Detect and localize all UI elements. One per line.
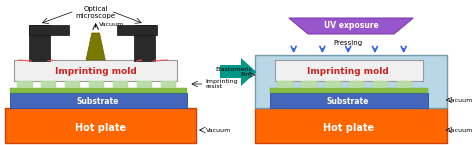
Bar	[134, 25, 155, 61]
Bar	[41, 81, 56, 88]
Bar	[325, 81, 340, 88]
Bar	[270, 88, 428, 93]
Bar	[5, 108, 196, 143]
Text: Pressing: Pressing	[334, 40, 363, 46]
Bar	[117, 25, 157, 35]
Bar	[137, 81, 152, 88]
Bar	[161, 81, 176, 88]
Text: Imprinting mold: Imprinting mold	[55, 67, 137, 76]
Bar	[17, 81, 33, 88]
Text: Elastomeric
film: Elastomeric film	[216, 67, 253, 77]
Bar	[220, 65, 241, 78]
Bar	[301, 81, 317, 88]
Text: Vacuum: Vacuum	[206, 127, 231, 133]
Text: Hot plate: Hot plate	[75, 123, 126, 133]
Text: Vacuum: Vacuum	[99, 22, 124, 28]
Polygon shape	[289, 18, 413, 34]
Bar	[270, 93, 428, 108]
Text: Optical
microscope: Optical microscope	[76, 6, 116, 19]
Polygon shape	[86, 33, 105, 60]
Bar	[397, 81, 412, 88]
Text: Hot plate: Hot plate	[323, 123, 374, 133]
Text: Vacuum: Vacuum	[447, 127, 473, 133]
Text: Imprinting mold: Imprinting mold	[307, 67, 389, 76]
Bar	[255, 55, 447, 108]
Bar	[9, 93, 187, 108]
Polygon shape	[241, 58, 256, 86]
Bar	[255, 108, 447, 143]
Text: Vacuum: Vacuum	[447, 97, 473, 103]
Bar	[373, 81, 388, 88]
Bar	[274, 60, 423, 81]
Text: UV exposure: UV exposure	[324, 21, 378, 30]
Bar	[14, 60, 177, 81]
Bar	[113, 81, 128, 88]
Bar	[65, 81, 81, 88]
Bar	[349, 81, 365, 88]
Text: Substrate: Substrate	[76, 97, 119, 106]
Text: Imprinting
resist: Imprinting resist	[206, 79, 238, 89]
Text: Substrate: Substrate	[327, 97, 369, 106]
Bar	[29, 25, 50, 61]
Bar	[89, 81, 104, 88]
Bar	[29, 25, 69, 35]
Bar	[9, 88, 187, 93]
Bar	[277, 81, 293, 88]
